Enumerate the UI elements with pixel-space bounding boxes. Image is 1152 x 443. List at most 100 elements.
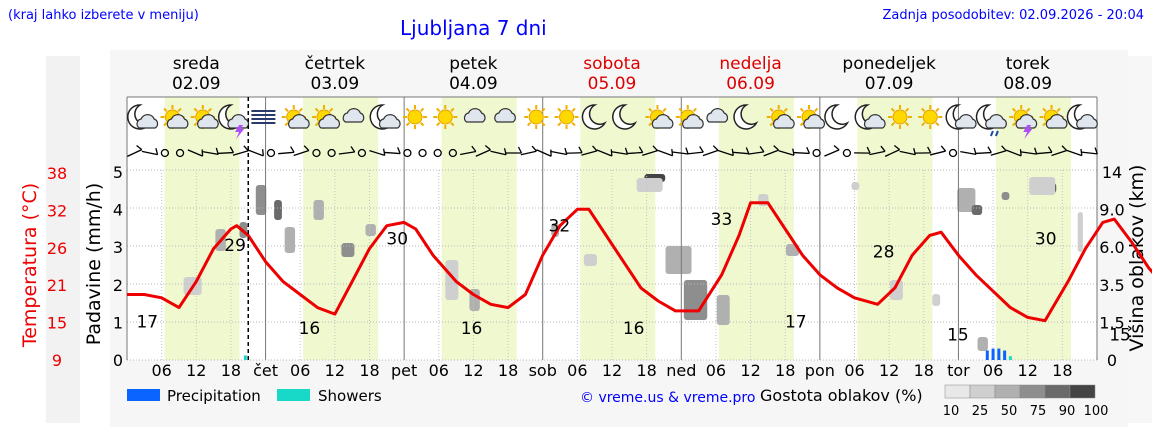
wind-barb <box>490 148 507 156</box>
wind-barb <box>929 145 947 156</box>
density-tick: 100 <box>1084 404 1109 419</box>
moon-icon <box>824 104 850 130</box>
cloud-tick: 3.5 <box>1099 276 1124 295</box>
day-abbr-tick: pon <box>805 361 835 380</box>
cloud-blob <box>313 200 324 220</box>
wind-barb <box>1066 148 1083 157</box>
calm-wind-marker <box>448 148 458 158</box>
cloud-blob <box>365 224 376 236</box>
cloud-blob <box>1029 177 1056 195</box>
wind-barb <box>293 145 310 157</box>
calm-wind-marker <box>312 148 321 158</box>
cloud-axis-label: Višina oblakov (km) <box>1126 165 1148 352</box>
precip-tick: 1 <box>113 313 123 332</box>
weather-icons <box>127 104 1098 139</box>
cloud-blob <box>583 254 597 266</box>
sun-icon <box>554 105 579 129</box>
grid-lines <box>126 96 1098 361</box>
daylight-band <box>580 97 656 360</box>
day-date-4: 06.09 <box>726 74 775 94</box>
y-axes: 38322621159543210149.06.03.51.50Temperat… <box>19 163 1148 370</box>
wind-barb <box>793 147 811 155</box>
sun-icon <box>402 105 427 129</box>
day-abbr-tick: čet <box>253 361 278 380</box>
precipitation-bar <box>991 348 995 360</box>
moon-cloud-icon <box>369 104 401 130</box>
day-date-1: 03.09 <box>311 74 360 94</box>
cloud-icon <box>494 108 516 123</box>
hour-tick: 12 <box>740 361 760 380</box>
day-name-5: ponedeljek <box>842 54 936 74</box>
wind-barb <box>278 146 295 155</box>
wind-barb <box>732 147 750 155</box>
hour-tick: 06 <box>706 361 726 380</box>
sun-storm-icon <box>1009 105 1038 139</box>
moon-icon <box>612 104 638 130</box>
last-updated: Zadnja posodobitev: 02.09.2026 - 20:04 <box>882 8 1144 23</box>
density-swatch <box>1019 384 1046 399</box>
day-abbr-tick: ned <box>666 361 696 380</box>
wind-barb <box>369 148 386 156</box>
cloud-blob <box>665 246 692 274</box>
day-name-3: sobota <box>583 54 641 74</box>
moon-rain-icon <box>975 104 1007 137</box>
precip-axis-label: Padavine (mm/h) <box>83 183 105 346</box>
calm-wind-marker <box>357 148 367 158</box>
sun-cloud-icon <box>797 105 826 129</box>
day-name-6: torek <box>1006 54 1050 74</box>
day-name-2: petek <box>449 54 497 74</box>
density-swatch <box>1044 384 1071 399</box>
temp-value-label: 16 <box>461 319 483 339</box>
hour-tick: 06 <box>151 361 171 380</box>
precip-tick: 2 <box>113 276 123 295</box>
density-swatch <box>1069 384 1096 399</box>
hour-tick: 12 <box>463 361 483 380</box>
moon-cloud-icon <box>854 104 886 130</box>
temp-tick: 15 <box>47 314 67 333</box>
wind-barb <box>566 146 583 154</box>
right-margin-strip <box>1128 56 1152 423</box>
daylight-band <box>718 97 794 360</box>
wind-barb <box>672 147 689 155</box>
wind-barb <box>778 148 795 156</box>
sun-cloud-icon <box>645 105 674 129</box>
calm-wind-marker <box>266 148 276 158</box>
cloud-blob <box>274 200 282 220</box>
wind-barb <box>475 144 491 157</box>
day-abbr-tick: sob <box>529 361 557 380</box>
wind-barb <box>581 145 598 156</box>
wind-barb <box>596 149 613 157</box>
cloud-blob <box>1077 212 1083 252</box>
cloud-blob <box>683 280 708 320</box>
calm-wind-marker <box>842 148 852 158</box>
sun-cloud-icon <box>675 105 704 129</box>
precipitation-bar <box>985 350 989 360</box>
cloud-icon <box>463 108 486 123</box>
daylight-band <box>995 97 1072 360</box>
showers-bar <box>1008 356 1012 360</box>
wind-barb <box>824 145 840 157</box>
hour-tick: 18 <box>221 361 241 380</box>
hour-tick: 18 <box>775 361 795 380</box>
fog-icon <box>251 110 276 124</box>
hour-tick: 12 <box>1018 361 1038 380</box>
precipitation-swatch <box>127 389 160 401</box>
density-swatch <box>944 384 971 399</box>
cloud-icon <box>342 108 365 123</box>
calm-wind-marker <box>403 148 412 158</box>
temp-value-label: 28 <box>873 243 895 263</box>
wind-barb <box>884 144 901 157</box>
sun-cloud-icon <box>190 105 219 129</box>
day-date-0: 02.09 <box>172 74 221 94</box>
hour-tick: 06 <box>429 361 449 380</box>
density-tick: 10 <box>943 404 960 419</box>
temp-value-label: 16 <box>623 319 645 339</box>
precipitation-legend-label: Precipitation <box>167 387 261 405</box>
wind-barb <box>687 146 704 155</box>
temp-tick: 32 <box>47 201 67 220</box>
calm-wind-marker <box>327 148 336 158</box>
day-abbr-tick: tor <box>947 361 970 380</box>
cloud-icon <box>706 108 729 123</box>
wind-barb <box>990 145 1007 156</box>
